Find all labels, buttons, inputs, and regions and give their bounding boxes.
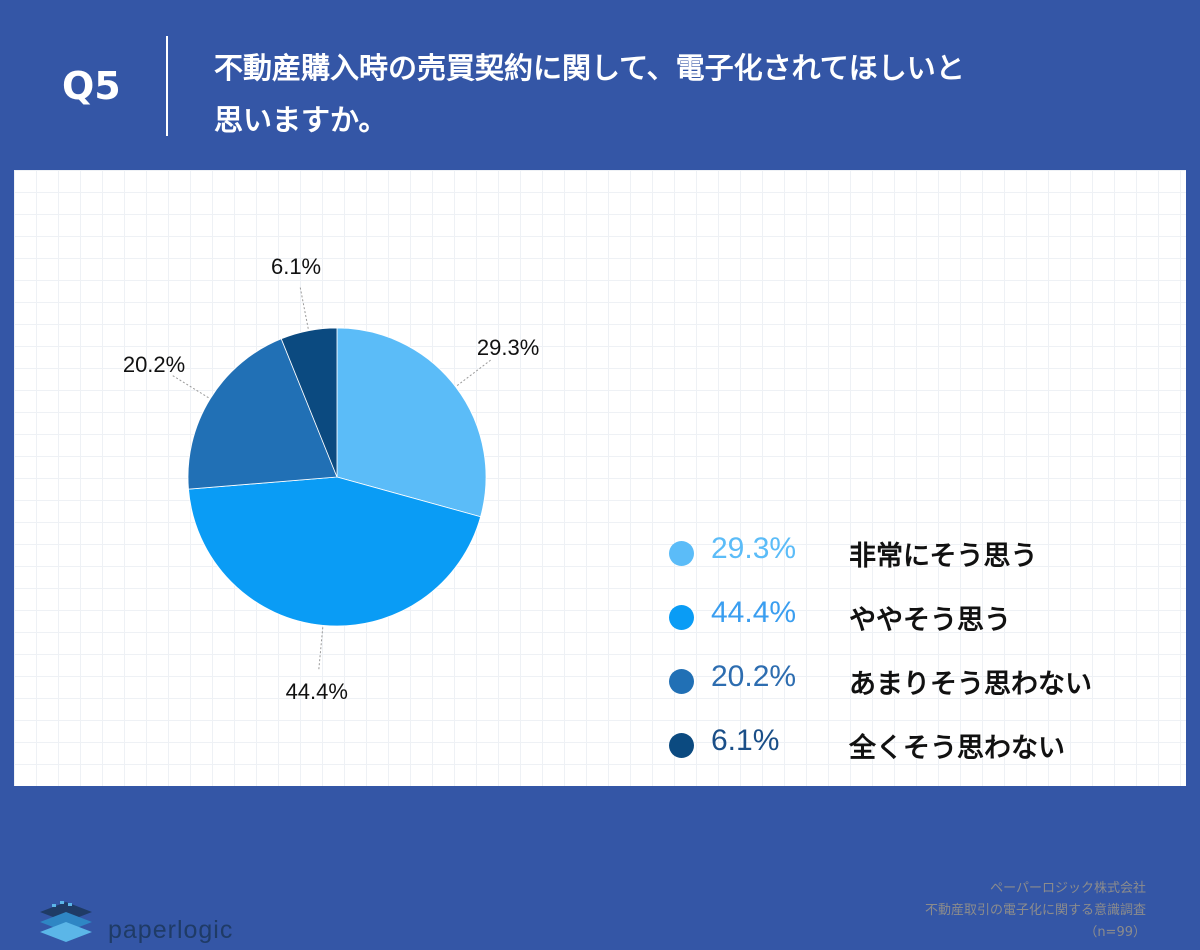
question-title-line-1: 不動産購入時の売買契約に関して、電子化されてほしいと [214,51,965,85]
pie-slice-1 [336,327,487,518]
data-label-1: 29.3% [477,335,539,360]
paperlogic-logo-icon [40,901,92,942]
question-title: 不動産購入時の売買契約に関して、電子化されてほしいと 思いますか。 [214,42,1134,146]
leader-line-1 [456,359,491,386]
pie-chart: 29.3% 44.4% 20.2% 6.1% [123,254,539,704]
legend-dot-3 [669,669,694,694]
data-label-3: 20.2% [123,352,185,377]
legend-dot-2 [669,605,694,630]
header: Q5 不動産購入時の売買契約に関して、電子化されてほしいと 思いますか。 [0,0,1200,168]
pie-slice-3 [187,338,338,490]
legend-value-3: 20.2% [711,660,797,693]
leader-line-2 [318,627,324,670]
leader-line-3 [172,375,209,399]
legend-value-2: 44.4% [711,596,797,629]
paperlogic-logo: paperlogic [34,900,232,950]
legend-dot-4 [669,733,694,758]
source-line-sample: （n=99） [1084,925,1146,940]
question-title-line-2: 思いますか。 [214,103,388,137]
chart-panel: 29.3% 44.4% 20.2% 6.1% 29.3% 非常にそう思う 44.4% ややそ… [14,170,1186,944]
logo-text: paperlogic [108,916,234,944]
legend-label-4: 全くそう思わない [849,733,1065,764]
pie-slice-2 [188,476,482,627]
source-line-company: ペーパーロジック株式会社 [990,881,1146,896]
source-line-survey: 不動産取引の電子化に関する意識調査 [924,903,1146,918]
source-note: ペーパーロジック株式会社 不動産取引の電子化に関する意識調査 （n=99） [925,878,1146,944]
data-label-4: 6.1% [271,254,321,279]
pie-slice-4 [280,327,338,478]
legend-label-2: ややそう思う [849,605,1011,636]
legend-dot-1 [669,541,694,566]
legend-label-3: あまりそう思わない [849,669,1092,700]
legend-label-1: 非常にそう思う [849,541,1038,572]
leader-line-4 [299,287,309,329]
question-number: Q5 [62,64,121,108]
header-divider [166,36,168,136]
legend-value-4: 6.1% [711,724,780,757]
data-label-2: 44.4% [286,679,348,704]
legend-value-1: 29.3% [711,532,797,565]
